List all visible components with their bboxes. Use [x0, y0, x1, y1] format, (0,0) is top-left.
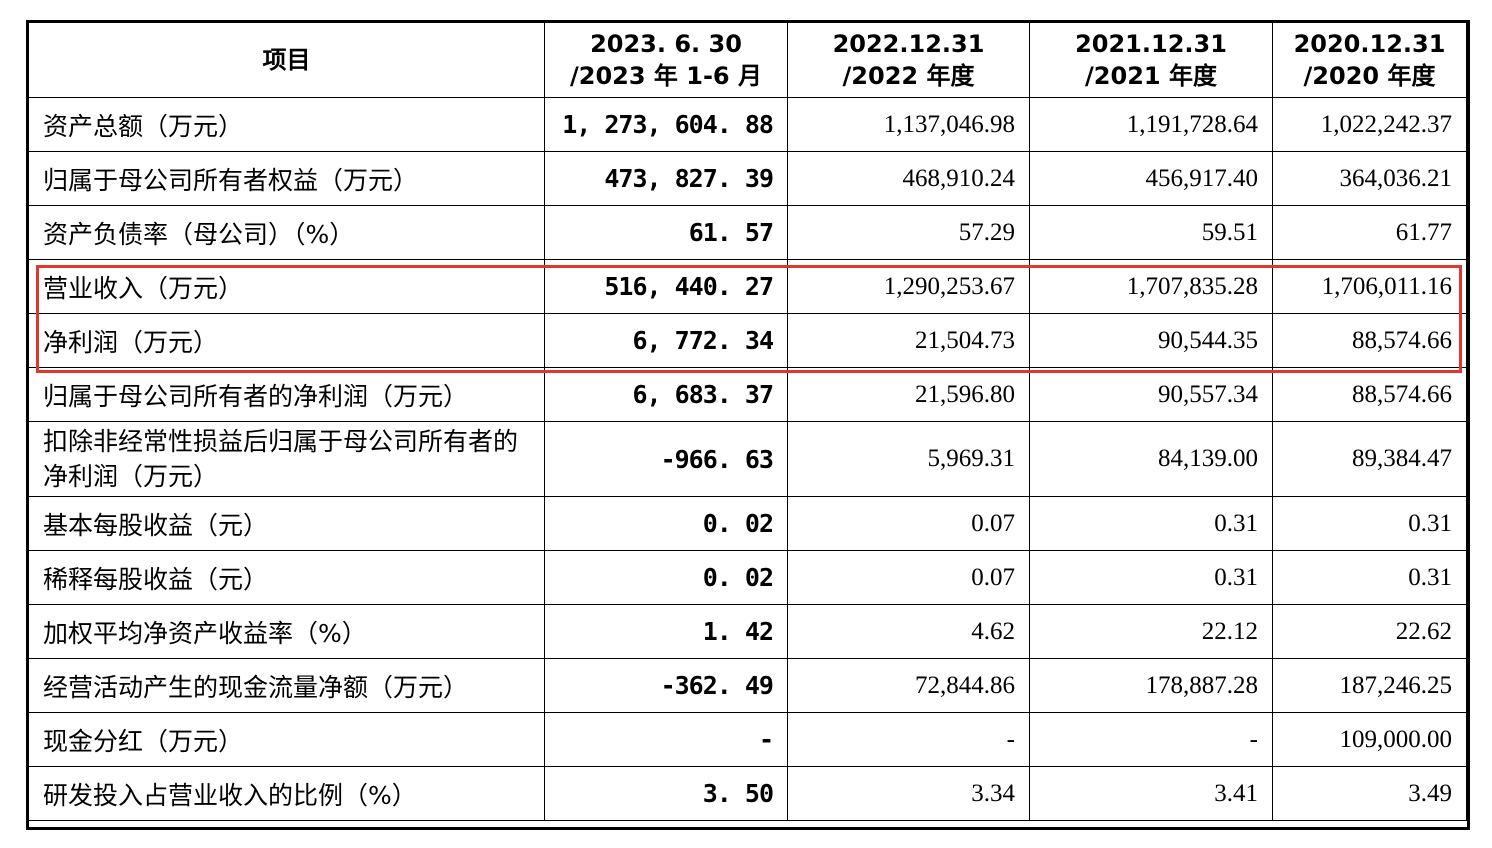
value-2023h1: 1. 42: [544, 604, 788, 659]
value-2022: 1,290,253.67: [787, 259, 1030, 314]
header-item: 项目: [28, 22, 545, 98]
value-2022: 0.07: [787, 550, 1030, 605]
row-label: 现金分红（万元）: [28, 712, 545, 767]
value-2022: 21,504.73: [787, 313, 1030, 368]
value-2021: 22.12: [1029, 604, 1273, 659]
row-label: 归属于母公司所有者的净利润（万元）: [28, 367, 545, 422]
table-row-highlighted: 营业收入（万元） 516, 440. 27 1,290,253.67 1,707…: [28, 259, 1467, 314]
value-2022: 3.34: [787, 766, 1030, 821]
value-2023h1: 516, 440. 27: [544, 259, 788, 314]
value-2022: 468,910.24: [787, 151, 1030, 206]
row-label: 扣除非经常性损益后归属于母公司所有者的净利润（万元）: [28, 421, 545, 497]
value-2023h1: 473, 827. 39: [544, 151, 788, 206]
row-label: 研发投入占营业收入的比例（%）: [28, 766, 545, 821]
row-label: 基本每股收益（元）: [28, 496, 545, 551]
value-2021: 0.31: [1029, 550, 1273, 605]
value-2023h1: 6, 772. 34: [544, 313, 788, 368]
value-2023h1: -: [544, 712, 788, 767]
value-2020: 1,706,011.16: [1272, 259, 1467, 314]
value-2021: 59.51: [1029, 205, 1273, 260]
value-2020: 22.62: [1272, 604, 1467, 659]
table-row: 稀释每股收益（元） 0. 02 0.07 0.31 0.31: [28, 550, 1467, 605]
value-2021: 0.31: [1029, 496, 1273, 551]
header-2023h1-date: 2023. 6. 30: [590, 30, 742, 58]
header-2022: 2022.12.31 /2022 年度: [787, 22, 1030, 98]
header-2021-date: 2021.12.31: [1075, 30, 1227, 58]
value-2022: 1,137,046.98: [787, 97, 1030, 152]
value-2021: 3.41: [1029, 766, 1273, 821]
row-label: 资产总额（万元）: [28, 97, 545, 152]
header-2021-period: /2021 年度: [1085, 62, 1217, 90]
value-2020: 88,574.66: [1272, 313, 1467, 368]
header-item-label: 项目: [262, 46, 311, 74]
table-row: 归属于母公司所有者的净利润（万元） 6, 683. 37 21,596.80 9…: [28, 367, 1467, 422]
value-2022: 0.07: [787, 496, 1030, 551]
header-2022-date: 2022.12.31: [832, 30, 985, 58]
row-label: 稀释每股收益（元）: [28, 550, 545, 605]
table-row: 基本每股收益（元） 0. 02 0.07 0.31 0.31: [28, 496, 1467, 551]
value-2020: 61.77: [1272, 205, 1467, 260]
value-2022: 21,596.80: [787, 367, 1030, 422]
value-2023h1: 6, 683. 37: [544, 367, 788, 422]
table-row: 扣除非经常性损益后归属于母公司所有者的净利润（万元） -966. 63 5,96…: [28, 421, 1467, 497]
header-2020: 2020.12.31 /2020 年度: [1272, 22, 1467, 98]
header-2020-date: 2020.12.31: [1293, 30, 1446, 58]
row-label: 加权平均净资产收益率（%）: [28, 604, 545, 659]
value-2020: 0.31: [1272, 496, 1467, 551]
table-header-row: 项目 2023. 6. 30 /2023 年 1-6 月 2022.12.31 …: [28, 22, 1467, 98]
value-2020: 88,574.66: [1272, 367, 1467, 422]
value-2020: 89,384.47: [1272, 421, 1467, 497]
row-label: 归属于母公司所有者权益（万元）: [28, 151, 545, 206]
row-label: 营业收入（万元）: [28, 259, 545, 314]
value-2023h1: 3. 50: [544, 766, 788, 821]
header-2023h1: 2023. 6. 30 /2023 年 1-6 月: [544, 22, 788, 98]
row-label: 净利润（万元）: [28, 313, 545, 368]
value-2021: 1,707,835.28: [1029, 259, 1273, 314]
table-row-highlighted: 净利润（万元） 6, 772. 34 21,504.73 90,544.35 8…: [28, 313, 1467, 368]
value-2023h1: 61. 57: [544, 205, 788, 260]
table-row: 资产总额（万元） 1, 273, 604. 88 1,137,046.98 1,…: [28, 97, 1467, 152]
value-2020: 3.49: [1272, 766, 1467, 821]
financial-summary-table: 项目 2023. 6. 30 /2023 年 1-6 月 2022.12.31 …: [28, 22, 1467, 821]
value-2022: -: [787, 712, 1030, 767]
value-2022: 57.29: [787, 205, 1030, 260]
value-2021: 84,139.00: [1029, 421, 1273, 497]
value-2023h1: -966. 63: [544, 421, 788, 497]
value-2021: 456,917.40: [1029, 151, 1273, 206]
value-2020: 1,022,242.37: [1272, 97, 1467, 152]
table-row: 归属于母公司所有者权益（万元） 473, 827. 39 468,910.24 …: [28, 151, 1467, 206]
header-2020-period: /2020 年度: [1303, 62, 1436, 90]
value-2022: 5,969.31: [787, 421, 1030, 497]
value-2020: 187,246.25: [1272, 658, 1467, 713]
value-2023h1: 0. 02: [544, 550, 788, 605]
value-2021: -: [1029, 712, 1273, 767]
table-row: 资产负债率（母公司）（%） 61. 57 57.29 59.51 61.77: [28, 205, 1467, 260]
row-label: 经营活动产生的现金流量净额（万元）: [28, 658, 545, 713]
value-2022: 72,844.86: [787, 658, 1030, 713]
value-2023h1: 0. 02: [544, 496, 788, 551]
table-row: 现金分红（万元） - - - 109,000.00: [28, 712, 1467, 767]
value-2020: 364,036.21: [1272, 151, 1467, 206]
value-2020: 109,000.00: [1272, 712, 1467, 767]
table-row: 研发投入占营业收入的比例（%） 3. 50 3.34 3.41 3.49: [28, 766, 1467, 821]
value-2021: 1,191,728.64: [1029, 97, 1273, 152]
value-2022: 4.62: [787, 604, 1030, 659]
header-2021: 2021.12.31 /2021 年度: [1029, 22, 1273, 98]
value-2023h1: -362. 49: [544, 658, 788, 713]
value-2021: 90,557.34: [1029, 367, 1273, 422]
value-2020: 0.31: [1272, 550, 1467, 605]
header-2022-period: /2022 年度: [842, 62, 975, 90]
row-label: 资产负债率（母公司）（%）: [28, 205, 545, 260]
header-2023h1-period: /2023 年 1-6 月: [570, 62, 762, 90]
value-2021: 178,887.28: [1029, 658, 1273, 713]
table-row: 加权平均净资产收益率（%） 1. 42 4.62 22.12 22.62: [28, 604, 1467, 659]
value-2023h1: 1, 273, 604. 88: [544, 97, 788, 152]
value-2021: 90,544.35: [1029, 313, 1273, 368]
table-row: 经营活动产生的现金流量净额（万元） -362. 49 72,844.86 178…: [28, 658, 1467, 713]
